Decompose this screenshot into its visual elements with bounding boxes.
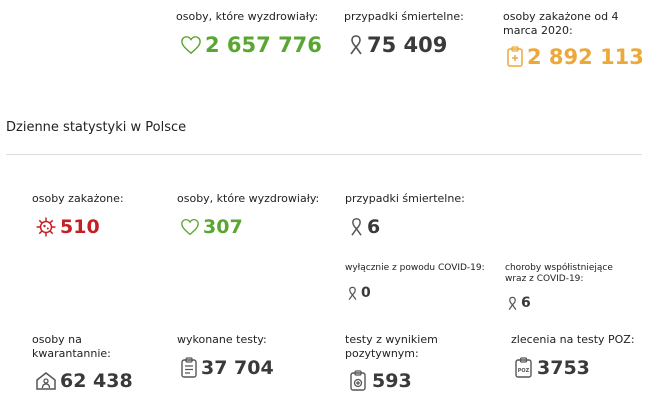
daily-deaths-value: 6 [367,216,381,238]
poz-orders-value: 3753 [537,357,590,379]
summary-recovered-value: 2 657 776 [205,33,322,57]
test-clipboard-icon [181,357,197,378]
daily-recovered: 307 [180,216,243,238]
daily-infected: 510 [35,216,100,238]
daily-deaths-label: przypadki śmiertelne: [345,192,465,205]
quarantine-label: osoby na kwarantannie: [32,333,111,360]
deaths-covid-only-label: wyłącznie z powodu COVID-19: [345,263,485,273]
positive-tests: 593 [349,370,412,392]
tests-value: 37 704 [201,357,274,379]
daily-infected-label: osoby zakażone: [32,192,124,205]
positive-test-icon [350,370,366,391]
poz-orders-label: zlecenia na testy POZ: [511,333,635,346]
deaths-covid-only: 0 [347,285,371,301]
daily-infected-value: 510 [60,216,100,238]
svg-text:POZ: POZ [518,368,530,374]
clipboard-cross-icon [507,46,523,67]
positive-tests-label: testy z wynikiem pozytywnym: [345,333,438,360]
summary-infected: 2 892 113 [506,45,644,69]
summary-recovered: 2 657 776 [180,33,322,57]
summary-deaths-label: przypadki śmiertelne: [344,10,464,23]
quarantine-value: 62 438 [60,370,133,392]
virus-icon [36,217,56,237]
poz-clipboard-icon: POZ [515,357,532,378]
daily-deaths: 6 [349,216,380,238]
daily-section-title: Dzienne statystyki w Polsce [6,120,187,135]
ribbon-icon [351,218,362,236]
ribbon-icon [348,286,357,300]
tests-label: wykonane testy: [177,333,267,346]
ribbon-icon [350,35,362,55]
heart-icon [181,36,201,55]
poz-orders: POZ 3753 [514,357,590,379]
house-person-icon [36,372,56,390]
summary-infected-label: osoby zakażone od 4 marca 2020: [503,10,619,37]
daily-recovered-value: 307 [203,216,243,238]
quarantine: 62 438 [35,370,133,392]
section-divider [6,154,642,155]
positive-tests-value: 593 [372,370,412,392]
summary-infected-value: 2 892 113 [527,45,644,69]
deaths-comorbid: 6 [507,295,531,311]
summary-deaths: 75 409 [348,33,447,57]
ribbon-icon [508,296,517,310]
deaths-comorbid-label: choroby współistniejące wraz z COVID-19: [505,263,613,284]
summary-recovered-label: osoby, które wyzdrowiały: [176,10,319,23]
deaths-covid-only-value: 0 [361,285,371,301]
summary-deaths-value: 75 409 [367,33,448,57]
heart-icon [181,218,199,236]
tests: 37 704 [180,357,274,379]
deaths-comorbid-value: 6 [521,295,531,311]
daily-recovered-label: osoby, które wyzdrowiały: [177,192,320,205]
